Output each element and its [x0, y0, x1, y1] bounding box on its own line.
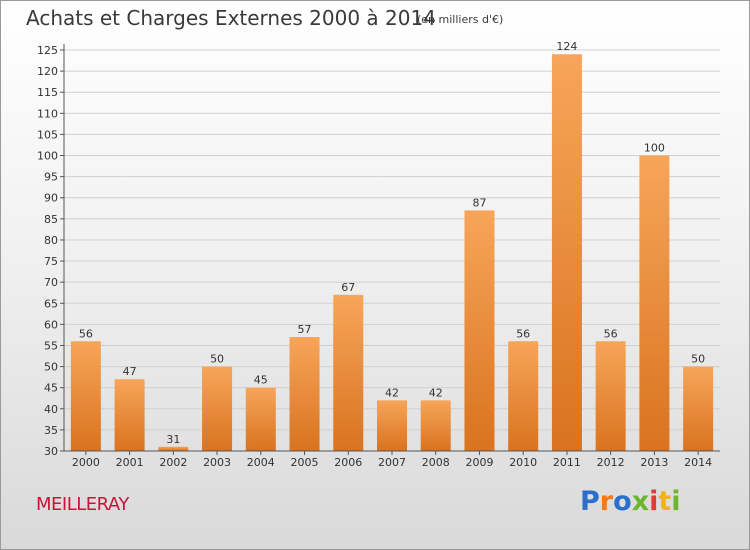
logo-letter: t	[658, 486, 672, 517]
bar-2003	[202, 366, 233, 451]
y-tick-label: 30	[44, 445, 58, 458]
y-tick-label: 85	[44, 213, 58, 226]
logo-letter: i	[671, 486, 681, 517]
data-label-2008: 42	[429, 386, 443, 399]
bar-2014	[683, 366, 714, 451]
x-tick-label: 2010	[509, 456, 537, 469]
y-tick-label: 60	[44, 318, 58, 331]
x-tick-label: 2001	[116, 456, 144, 469]
x-tick-label: 2011	[553, 456, 581, 469]
bar-2000	[70, 341, 101, 451]
bar-2006	[333, 294, 364, 451]
data-label-2007: 42	[385, 386, 399, 399]
y-tick-label: 65	[44, 297, 58, 310]
x-tick-label: 2014	[684, 456, 712, 469]
bar-2008	[420, 400, 451, 451]
data-label-2001: 47	[123, 365, 137, 378]
y-tick-label: 55	[44, 339, 58, 352]
x-tick-label: 2005	[291, 456, 319, 469]
x-tick-label: 2012	[597, 456, 625, 469]
data-label-2000: 56	[79, 327, 93, 340]
x-tick-label: 2013	[640, 456, 668, 469]
data-label-2011: 124	[556, 40, 577, 53]
bar-2001	[114, 379, 145, 451]
logo-letter: r	[599, 486, 614, 517]
logo-letter: x	[631, 486, 650, 517]
x-tick-label: 2008	[422, 456, 450, 469]
bar-2004	[245, 387, 276, 451]
chart-subtitle: (en milliers d'€)	[417, 13, 504, 26]
x-tick-label: 2000	[72, 456, 100, 469]
logo-letter: o	[613, 486, 632, 517]
y-tick-label: 110	[37, 107, 58, 120]
data-label-2013: 100	[644, 142, 665, 155]
data-label-2009: 87	[472, 196, 486, 209]
chart-title: Achats et Charges Externes 2000 à 2014	[26, 6, 436, 30]
y-tick-label: 95	[44, 171, 58, 184]
x-tick-label: 2003	[203, 456, 231, 469]
logo-letter: i	[649, 486, 659, 517]
data-label-2005: 57	[298, 323, 312, 336]
data-label-2002: 31	[166, 433, 180, 446]
data-label-2014: 50	[691, 353, 705, 366]
y-tick-label: 120	[37, 65, 58, 78]
logo-letter: P	[580, 486, 600, 517]
y-tick-label: 80	[44, 234, 58, 247]
x-tick-label: 2004	[247, 456, 275, 469]
bar-2010	[508, 341, 539, 451]
proxiti-logo: Proxiti	[580, 486, 681, 517]
y-tick-label: 125	[37, 44, 58, 57]
data-label-2004: 45	[254, 374, 268, 387]
location-name: MEILLERAY	[36, 494, 129, 515]
y-tick-label: 40	[44, 403, 58, 416]
y-tick-label: 70	[44, 276, 58, 289]
bar-2009	[464, 210, 495, 451]
data-label-2006: 67	[341, 281, 355, 294]
bar-2011	[551, 54, 582, 451]
y-tick-label: 90	[44, 192, 58, 205]
y-tick-label: 35	[44, 424, 58, 437]
bar-2002	[158, 446, 189, 451]
bar-2013	[639, 155, 670, 452]
bar-2012	[595, 341, 626, 451]
data-label-2012: 56	[604, 327, 618, 340]
bar-2007	[377, 400, 407, 451]
y-tick-label: 45	[44, 382, 58, 395]
x-tick-label: 2006	[334, 456, 362, 469]
y-tick-label: 100	[37, 150, 58, 163]
y-tick-label: 115	[37, 86, 58, 99]
bar-2005	[289, 337, 320, 451]
y-tick-label: 50	[44, 361, 58, 374]
data-label-2003: 50	[210, 353, 224, 366]
x-tick-label: 2007	[378, 456, 406, 469]
y-tick-label: 75	[44, 255, 58, 268]
y-tick-label: 105	[37, 128, 58, 141]
x-tick-label: 2002	[159, 456, 187, 469]
data-label-2010: 56	[516, 327, 530, 340]
x-tick-label: 2009	[465, 456, 493, 469]
